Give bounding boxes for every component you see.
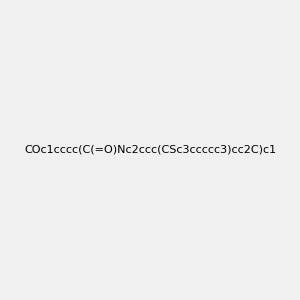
Text: COc1cccc(C(=O)Nc2ccc(CSc3ccccc3)cc2C)c1: COc1cccc(C(=O)Nc2ccc(CSc3ccccc3)cc2C)c1 — [24, 145, 276, 155]
